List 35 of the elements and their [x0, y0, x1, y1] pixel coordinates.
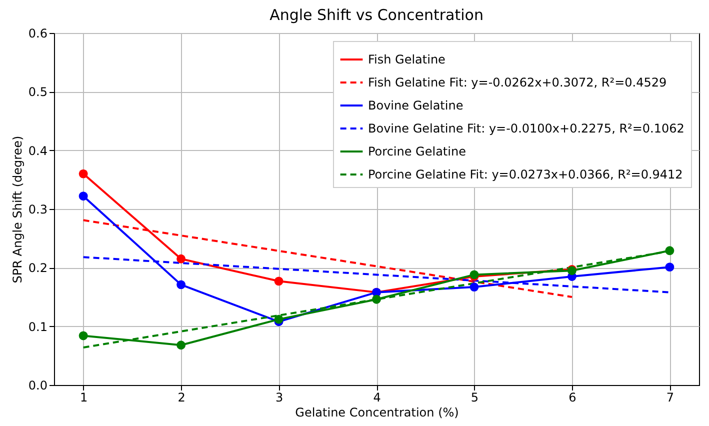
point [176, 340, 186, 350]
point [274, 276, 284, 286]
point [176, 280, 186, 290]
x-tick-label: 4 [373, 390, 381, 404]
point [78, 192, 88, 201]
point [78, 169, 88, 178]
y-tick-label: 0.1 [28, 320, 48, 334]
legend-label: Fish Gelatine Fit: y=-0.0262x+0.3072, R²=0.4529 [368, 76, 667, 90]
y-tick-label: 0.5 [28, 85, 48, 100]
x-tick-label: 2 [178, 390, 186, 404]
point [665, 262, 674, 272]
point [78, 331, 88, 340]
x-tick-label: 5 [470, 390, 479, 404]
y-axis-title: SPR Angle Shift (degree) [10, 136, 24, 284]
x-tick-label: 1 [80, 390, 88, 404]
y-tick-label: 0.2 [28, 261, 48, 276]
point [274, 314, 284, 324]
point [176, 254, 186, 264]
point [470, 282, 479, 292]
legend-label: Fish Gelatine [368, 52, 446, 66]
y-tick-label: 0.3 [28, 202, 48, 216]
legend-label: Bovine Gelatine Fit: y=-0.0100x+0.2275, R²=0.1062 [368, 122, 684, 136]
x-axis-title: Gelatine Concentration (%) [295, 406, 459, 420]
point [372, 294, 381, 304]
x-tick-label: 6 [568, 390, 576, 404]
legend-label: Porcine Gelatine Fit: y=0.0273x+0.0366, R²=0.9412 [368, 168, 683, 182]
x-tick-label: 3 [275, 390, 284, 404]
chart-title: Angle Shift vs Concentration [270, 6, 484, 24]
y-tick-label: 0.6 [28, 26, 48, 40]
point [665, 246, 674, 256]
x-tick-label: 7 [666, 390, 674, 404]
legend-label: Bovine Gelatine [368, 98, 464, 112]
legend-label: Porcine Gelatine [368, 144, 466, 158]
y-tick-label: 0.4 [28, 144, 48, 158]
y-tick-label: 0.0 [28, 378, 48, 392]
